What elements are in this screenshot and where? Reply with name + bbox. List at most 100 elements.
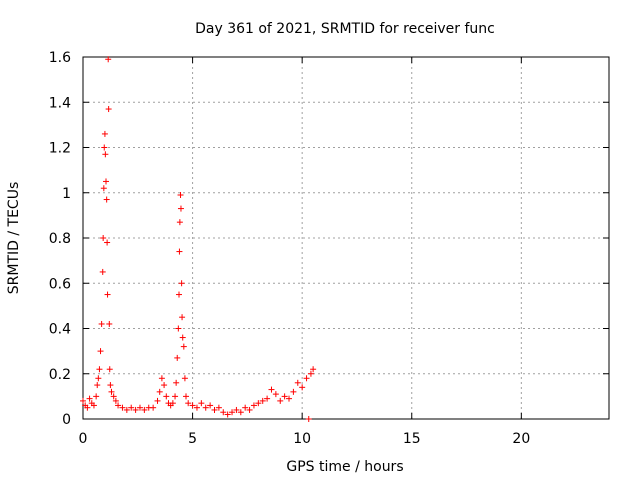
data-point (105, 106, 112, 113)
data-point (220, 409, 227, 416)
data-point (215, 404, 222, 411)
data-points (80, 56, 317, 422)
data-point (100, 185, 107, 192)
data-point (103, 178, 110, 185)
data-point (100, 235, 107, 241)
data-point (237, 409, 244, 416)
data-point (177, 192, 184, 199)
data-point (150, 404, 157, 411)
data-point (107, 382, 114, 389)
data-point (176, 219, 183, 226)
y-tick-label: 0 (62, 412, 71, 428)
chart-title: Day 361 of 2021, SRMTID for receiver fun… (195, 21, 495, 37)
data-point (211, 406, 218, 413)
data-point (163, 393, 170, 400)
data-point (175, 325, 182, 332)
data-point (180, 343, 187, 350)
data-point (112, 397, 119, 404)
data-point (101, 144, 108, 151)
data-point (115, 402, 122, 409)
data-point (185, 400, 192, 407)
data-point (106, 320, 113, 327)
data-point (183, 393, 190, 400)
data-point (181, 375, 188, 382)
grid-lines (83, 57, 609, 419)
y-tick-label: 1 (62, 186, 71, 202)
data-point (294, 379, 301, 386)
data-point (259, 397, 266, 404)
data-point (174, 354, 181, 361)
data-point (104, 291, 111, 298)
data-point (277, 397, 284, 404)
data-point (108, 388, 115, 395)
data-point (179, 334, 186, 341)
data-point (105, 56, 112, 63)
data-point (281, 393, 288, 400)
data-point (158, 375, 165, 382)
x-tick-label: 0 (79, 431, 88, 447)
data-point (207, 402, 214, 409)
data-point (303, 375, 310, 382)
data-point (110, 393, 117, 400)
data-point (128, 404, 135, 411)
y-tick-label: 0.6 (49, 276, 71, 292)
data-point (93, 393, 100, 400)
y-tick-label: 0.8 (49, 231, 71, 247)
data-point (156, 388, 163, 395)
data-point (272, 391, 279, 398)
data-point (233, 406, 240, 413)
data-point (97, 348, 104, 355)
data-point (310, 366, 317, 373)
data-point (189, 402, 196, 409)
data-point (106, 366, 113, 373)
data-point (136, 404, 143, 411)
axis-ticks: 0 5 10 15 20 0 0.2 0.4 0.6 0.8 1 1.2 1.4 1.6 (49, 50, 609, 447)
y-axis-label: SRMTID / TECUs (6, 182, 22, 295)
data-point (103, 196, 110, 203)
data-point (80, 397, 86, 404)
data-point (198, 400, 205, 407)
data-point (175, 291, 182, 298)
data-point (94, 382, 101, 389)
data-point (307, 370, 314, 377)
data-point (250, 402, 257, 409)
data-point (102, 151, 109, 158)
x-tick-label: 20 (512, 431, 530, 447)
data-point (264, 395, 271, 402)
data-point (101, 130, 108, 137)
y-tick-label: 1.6 (49, 50, 71, 66)
data-point (179, 314, 186, 321)
data-point (193, 404, 200, 411)
data-point (84, 404, 91, 411)
x-tick-label: 5 (188, 431, 197, 447)
data-point (90, 402, 97, 409)
data-point (177, 205, 184, 212)
x-axis-label: GPS time / hours (286, 459, 403, 475)
data-point (229, 409, 236, 416)
x-tick-label: 10 (293, 431, 311, 447)
data-point (246, 406, 253, 413)
data-point (178, 280, 185, 287)
y-tick-label: 1.2 (49, 141, 71, 157)
data-point (305, 416, 312, 422)
y-tick-label: 0.2 (49, 367, 71, 383)
data-point (202, 404, 209, 411)
data-point (104, 239, 111, 246)
plot-frame (82, 56, 610, 420)
data-point (299, 384, 306, 391)
data-point (286, 395, 293, 402)
data-point (242, 404, 249, 411)
data-point (99, 268, 106, 275)
data-point (255, 400, 262, 407)
data-point (98, 320, 105, 327)
data-point (96, 366, 103, 373)
data-point (169, 400, 176, 407)
data-point (141, 406, 148, 413)
x-tick-label: 15 (403, 431, 421, 447)
data-point (176, 248, 183, 255)
data-point (132, 406, 139, 413)
data-point (86, 395, 93, 402)
data-point (173, 379, 180, 386)
data-point (119, 404, 126, 411)
